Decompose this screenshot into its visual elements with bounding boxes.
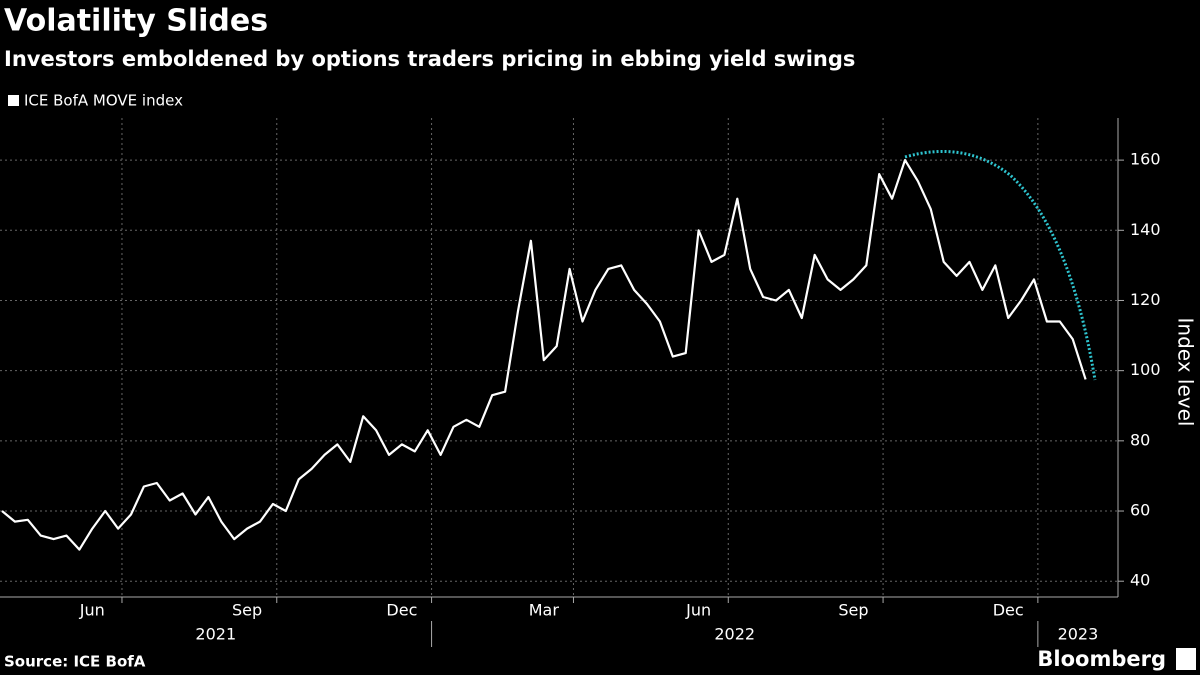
- x-tick-label: Dec: [386, 601, 417, 620]
- trend-annotation: [904, 150, 1097, 381]
- legend-swatch: [8, 95, 19, 106]
- y-tick-label: 120: [1130, 290, 1161, 309]
- legend-label: ICE BofA MOVE index: [24, 92, 183, 110]
- y-tick-label: 40: [1130, 571, 1150, 590]
- brand-icon: [1176, 648, 1196, 670]
- y-tick-label: 80: [1130, 430, 1150, 449]
- chart-subtitle: Investors emboldened by options traders …: [4, 47, 855, 71]
- x-tick-label: Dec: [993, 601, 1024, 620]
- x-group-label: 2023: [1058, 625, 1099, 644]
- chart-title: Volatility Slides: [4, 4, 268, 39]
- x-group-label: 2021: [195, 625, 236, 644]
- x-group-label: 2022: [714, 625, 755, 644]
- y-tick-label: 140: [1130, 220, 1161, 239]
- y-axis-label: Index level: [1174, 318, 1198, 427]
- x-tick-label: Mar: [529, 601, 560, 620]
- x-tick-label: Jun: [685, 601, 711, 620]
- series-line: [1, 159, 1087, 551]
- brand: Bloomberg: [1037, 647, 1166, 671]
- x-tick-label: Sep: [838, 601, 868, 620]
- y-tick-label: 160: [1130, 150, 1161, 169]
- source: Source: ICE BofA: [4, 653, 146, 671]
- y-tick-label: 100: [1130, 360, 1161, 379]
- y-tick-label: 60: [1130, 501, 1150, 520]
- x-tick-label: Sep: [232, 601, 262, 620]
- x-tick-label: Jun: [79, 601, 105, 620]
